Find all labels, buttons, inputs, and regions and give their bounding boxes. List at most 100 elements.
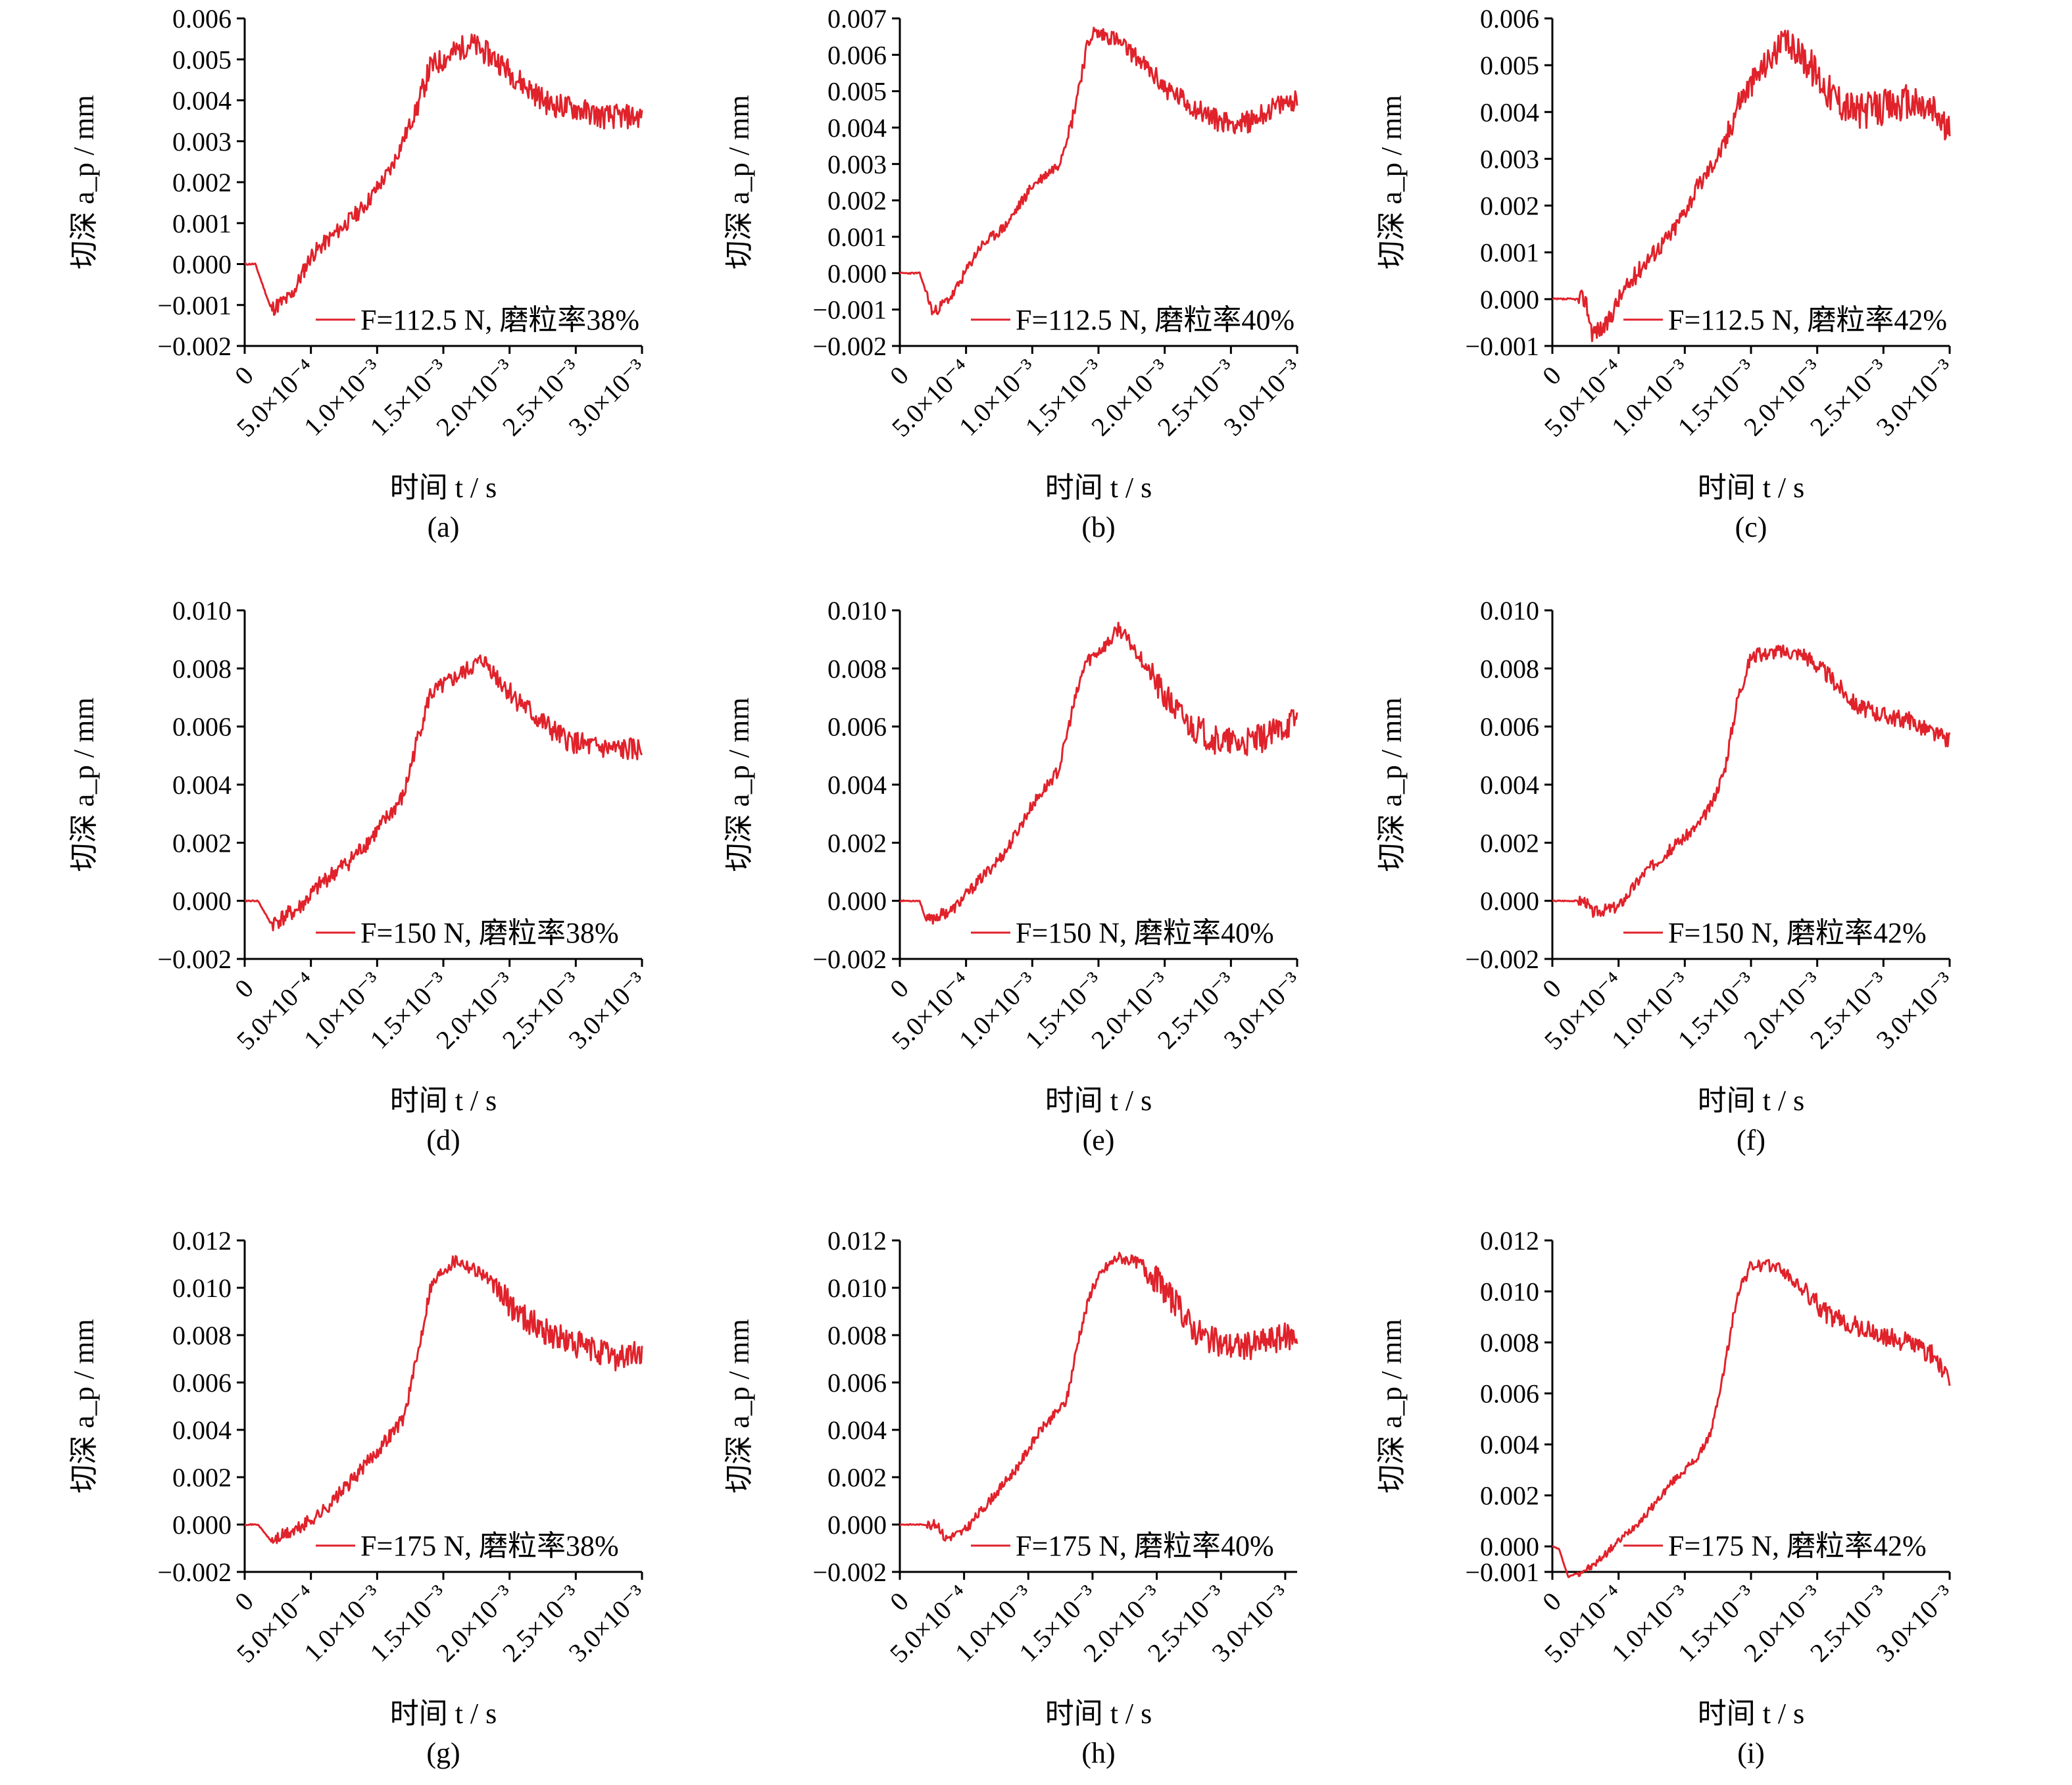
chart-panel: −0.0020.0000.0020.0040.0060.0080.01005.0… (68, 596, 651, 1156)
panel-caption: (e) (1083, 1124, 1115, 1156)
y-tick-label: 0.008 (172, 654, 232, 683)
y-tick-label: 0.012 (1480, 1226, 1539, 1256)
y-tick-label: 0.005 (172, 45, 232, 74)
y-tick-label: −0.002 (1465, 944, 1539, 974)
y-axis-title: 切深 a_p / mm (723, 697, 755, 871)
y-tick-label: 0.002 (1480, 1481, 1539, 1511)
y-tick-label: 0.001 (172, 208, 232, 238)
x-tick-label: 0 (1537, 360, 1567, 391)
y-tick-label: 0.003 (1480, 144, 1539, 174)
y-axis-title: 切深 a_p / mm (68, 697, 100, 871)
y-tick-label: 0.002 (827, 828, 887, 858)
y-tick-label: −0.002 (157, 331, 232, 361)
panel-caption: (d) (426, 1124, 460, 1156)
y-tick-label: 0.010 (827, 596, 887, 625)
x-axis-title: 时间 t / s (1698, 472, 1805, 504)
y-tick-label: −0.001 (1465, 1557, 1539, 1587)
y-tick-label: 0.006 (1480, 1379, 1539, 1409)
series-line (244, 654, 643, 932)
y-tick-label: 0.006 (827, 1368, 887, 1398)
y-tick-label: 0.008 (172, 1321, 232, 1350)
series-line (899, 26, 1298, 316)
x-tick-label: 0 (884, 973, 914, 1004)
legend-label: F=150 N, 磨粒率40% (1016, 917, 1274, 949)
x-tick-label: 0 (1537, 1586, 1567, 1617)
y-tick-label: 0.006 (1480, 4, 1539, 34)
y-axis-title: 切深 a_p / mm (68, 95, 100, 269)
y-axis-title: 切深 a_p / mm (1375, 697, 1408, 871)
legend-label: F=112.5 N, 磨粒率40% (1016, 304, 1295, 336)
y-tick-label: −0.002 (157, 1557, 232, 1587)
legend-label: F=112.5 N, 磨粒率38% (360, 304, 639, 336)
y-axis-title: 切深 a_p / mm (68, 1319, 100, 1493)
legend-label: F=150 N, 磨粒率38% (360, 917, 619, 949)
series-line (244, 34, 643, 316)
x-axis-title: 时间 t / s (1045, 1698, 1152, 1730)
y-tick-label: 0.004 (827, 770, 887, 800)
x-axis-title: 时间 t / s (390, 1085, 497, 1117)
legend-label: F=150 N, 磨粒率42% (1668, 917, 1927, 949)
y-tick-label: 0.004 (172, 770, 232, 800)
series-line (899, 622, 1298, 925)
chart-panel: −0.0020.0000.0020.0040.0060.0080.01005.0… (1375, 596, 1959, 1156)
y-tick-label: −0.002 (157, 944, 232, 974)
series-line (1552, 644, 1951, 918)
y-tick-label: 0.002 (172, 828, 232, 858)
x-tick-label: 0 (1537, 973, 1567, 1004)
y-tick-label: 0.000 (172, 1510, 232, 1540)
y-tick-label: −0.002 (812, 944, 887, 974)
y-tick-label: 0.003 (172, 127, 232, 157)
legend-label: F=175 N, 磨粒率38% (360, 1530, 619, 1562)
y-tick-label: 0.000 (1480, 1532, 1539, 1561)
panel-caption: (c) (1735, 511, 1767, 543)
y-tick-label: 0.008 (1480, 1328, 1539, 1357)
y-tick-label: 0.006 (827, 712, 887, 742)
y-tick-label: 0.008 (827, 1321, 887, 1350)
y-tick-label: 0.000 (827, 1510, 887, 1540)
x-axis-title: 时间 t / s (1045, 1085, 1152, 1117)
chart-panel: −0.002 0.000 0.002 0.004 0.006 0.008 0.010 0.01… (68, 1226, 651, 1769)
y-tick-label: 0.005 (1480, 51, 1539, 80)
y-tick-label: 0.006 (172, 712, 232, 742)
y-tick-label: 0.007 (827, 4, 887, 34)
y-tick-label: 0.004 (1480, 1430, 1539, 1459)
y-tick-label: 0.008 (827, 654, 887, 683)
y-tick-label: 0.002 (1480, 191, 1539, 221)
legend-label: F=175 N, 磨粒率42% (1668, 1530, 1927, 1562)
x-axis-title: 时间 t / s (1698, 1085, 1805, 1117)
y-tick-label: 0.005 (827, 77, 887, 107)
y-tick-label: 0.010 (172, 596, 232, 625)
y-tick-label: 0.004 (1480, 770, 1539, 800)
y-tick-label: 0.000 (172, 250, 232, 280)
x-tick-label: 0 (229, 1586, 259, 1617)
y-axis-title: 切深 a_p / mm (1375, 95, 1408, 269)
y-tick-label: 0.010 (1480, 596, 1539, 625)
y-tick-label: −0.001 (812, 295, 887, 325)
y-tick-label: 0.006 (172, 4, 232, 34)
y-axis-title: 切深 a_p / mm (723, 1319, 755, 1493)
y-tick-label: 0.003 (827, 149, 887, 179)
y-tick-label: 0.008 (1480, 654, 1539, 683)
y-tick-label: 0.000 (827, 258, 887, 288)
series-line (1552, 30, 1951, 343)
y-tick-label: 0.004 (172, 1415, 232, 1445)
y-tick-label: −0.002 (812, 1557, 887, 1587)
panel-caption: (b) (1081, 511, 1115, 543)
y-axis-title: 切深 a_p / mm (1375, 1319, 1408, 1493)
x-tick-label: 0 (884, 360, 914, 391)
y-tick-label: 0.002 (827, 186, 887, 216)
y-tick-label: 0.004 (172, 86, 232, 116)
y-tick-label: 0.000 (1480, 887, 1539, 916)
y-tick-label: 0.004 (1480, 97, 1539, 127)
y-tick-label: 0.000 (172, 887, 232, 916)
y-tick-label: −0.001 (157, 291, 232, 320)
chart-panel: −0.002 0.000 0.002 0.004 0.006 0.008 0.010 0.01… (723, 1226, 1298, 1769)
x-axis-title: 时间 t / s (390, 1698, 497, 1730)
y-tick-label: −0.002 (812, 331, 887, 361)
chart-panel: −0.001 0.000 0.001 0.002 0.003 0.004 0.005 0.00… (1375, 4, 1959, 543)
chart-panel: −0.002 −0.001 0.000 0.001 0.002 0.003 0.004 0.0… (723, 4, 1306, 543)
chart-panel: −0.002 −0.001 0.000 0.001 0.002 0.003 0.004 0.0… (68, 4, 651, 543)
y-tick-label: 0.004 (827, 113, 887, 143)
y-tick-label: 0.004 (827, 1415, 887, 1445)
